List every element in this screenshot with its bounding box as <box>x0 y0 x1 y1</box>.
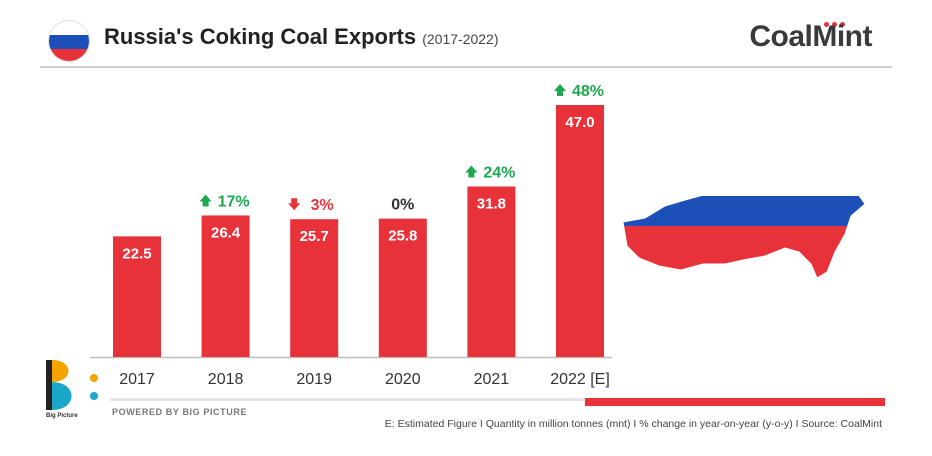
russia-map-icon <box>622 163 866 279</box>
change-label: 0% <box>391 197 414 214</box>
footer-accent-bar <box>585 398 885 406</box>
x-tick-label: 2020 <box>385 371 421 388</box>
bar-value-label: 47.0 <box>565 114 594 131</box>
bar <box>556 105 604 357</box>
bar-value-label: 25.7 <box>300 228 329 245</box>
title-text: Russia's Coking Coal Exports <box>104 24 417 49</box>
bar <box>378 218 427 357</box>
header-divider <box>40 66 892 68</box>
russia-flag-icon <box>48 20 90 62</box>
bar <box>113 236 161 357</box>
title-subtitle: (2017-2022) <box>422 31 499 47</box>
coalmint-logo-dots-icon <box>824 14 854 27</box>
bar <box>201 215 250 357</box>
x-tick-label: 2019 <box>296 371 332 388</box>
x-tick-label: 2018 <box>208 371 244 388</box>
change-label: 17% <box>218 193 250 210</box>
footer-divider <box>110 398 600 401</box>
powered-by-text: POWERED BY BIG PICTURE <box>112 407 248 417</box>
coalmint-logo: CoalMint <box>749 20 872 53</box>
x-tick-label: 2021 <box>474 371 510 388</box>
big-picture-logo-icon <box>46 360 98 410</box>
x-tick-label: 2022 [E] <box>550 371 610 388</box>
bar <box>290 219 339 357</box>
arrow-up-icon <box>199 194 212 207</box>
bar <box>467 186 516 357</box>
change-label: 24% <box>483 164 515 181</box>
big-picture-caption: Big Picture <box>46 413 78 419</box>
footnote: E: Estimated Figure I Quantity in millio… <box>384 418 882 430</box>
arrow-up-icon <box>554 84 566 96</box>
page-title: Russia's Coking Coal Exports (2017-2022) <box>104 24 499 50</box>
change-label: 48% <box>572 83 604 100</box>
x-tick-label: 2017 <box>119 371 155 388</box>
bar-value-label: 31.8 <box>477 195 506 212</box>
bar-value-label: 22.5 <box>122 245 151 262</box>
arrow-down-icon <box>288 198 301 211</box>
bar-value-label: 25.8 <box>388 228 417 245</box>
header: Russia's Coking Coal Exports (2017-2022)… <box>40 0 892 78</box>
arrow-up-icon <box>465 165 478 178</box>
bar-value-label: 26.4 <box>211 224 241 241</box>
change-label: 3% <box>311 197 334 214</box>
